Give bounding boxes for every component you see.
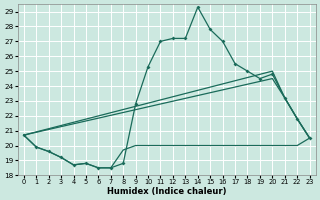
X-axis label: Humidex (Indice chaleur): Humidex (Indice chaleur) xyxy=(107,187,227,196)
